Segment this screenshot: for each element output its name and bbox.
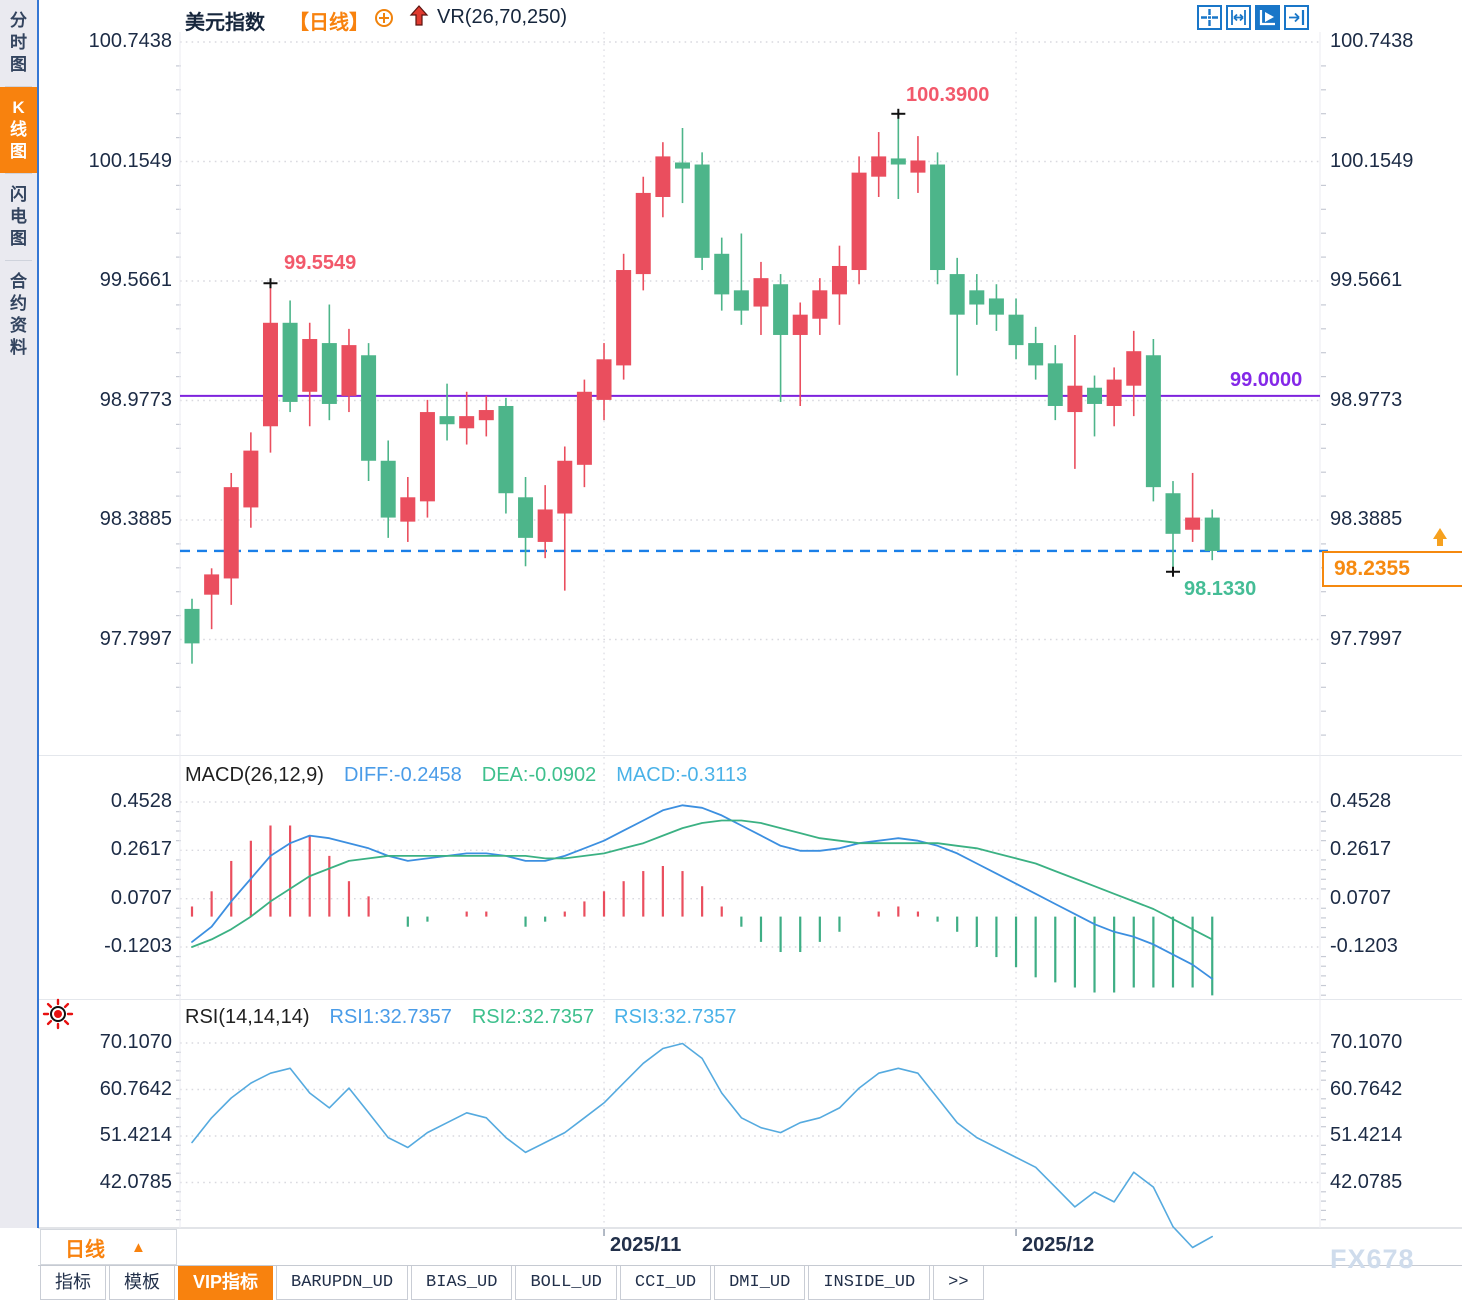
y-axis-label: 0.0707 xyxy=(110,886,172,909)
sidebar-item-4[interactable]: 合约资料 xyxy=(10,272,27,357)
y-axis-label: 0.2617 xyxy=(1330,838,1392,861)
bottom-tab-3[interactable]: VIP指标 xyxy=(178,1266,274,1300)
y-axis-label: 99.5661 xyxy=(99,269,172,291)
sun-indicator-icon[interactable] xyxy=(42,998,74,1030)
period-selector-arrow-icon: ▲ xyxy=(131,1238,146,1256)
bottom-tab-8[interactable]: DMI_UD xyxy=(714,1266,806,1300)
y-axis-label: 98.9773 xyxy=(1330,388,1403,411)
x-tick-2025-12: 2025/12 xyxy=(1022,1234,1095,1256)
peak1-annotation: 99.5549 xyxy=(284,252,357,274)
shift-right-icon[interactable] xyxy=(1284,5,1309,30)
y-axis-label: 0.2617 xyxy=(110,838,172,861)
y-axis-label: 100.1549 xyxy=(88,149,172,172)
rsi1-value: RSI1:32.7357 xyxy=(329,1006,452,1028)
rsi-header: RSI(14,14,14) RSI1:32.7357 RSI2:32.7357 … xyxy=(185,1006,737,1029)
y-axis-label: 98.3885 xyxy=(99,508,172,530)
period-selector-label: 日线 xyxy=(65,1238,105,1261)
hline-price-label: 99.0000 xyxy=(1230,369,1303,391)
watermark: FX678 xyxy=(1330,1244,1415,1274)
sidebar-divider xyxy=(5,260,32,261)
y-axis-label: 60.7642 xyxy=(99,1077,172,1100)
bottom-tab-5[interactable]: BIAS_UD xyxy=(411,1266,513,1300)
period-tag: 【日线】 xyxy=(289,12,369,34)
y-axis-label: 0.0707 xyxy=(1330,886,1392,909)
price-up-arrow-icon xyxy=(1433,528,1447,546)
period-selector-button[interactable]: 日线 ▲ xyxy=(40,1229,177,1265)
y-axis-label: -0.1203 xyxy=(1330,935,1398,957)
bottom-tab-4[interactable]: BARUPDN_UD xyxy=(276,1266,409,1300)
bottom-tab-2[interactable]: 模板 xyxy=(109,1266,175,1300)
y-axis-label: 97.7997 xyxy=(99,627,172,650)
y-axis-label: 0.4528 xyxy=(1330,790,1392,812)
rsi3-value: RSI3:32.7357 xyxy=(614,1006,737,1028)
macd-dea-value: DEA:-0.0902 xyxy=(481,764,597,786)
axis-scale-icon[interactable] xyxy=(1226,5,1251,30)
indicator-tab-bar: 指标 模板 VIP指标 BARUPDN_UD BIAS_UD BOLL_UD CCI_UD D… xyxy=(40,1266,984,1300)
rsi2-value: RSI2:32.7357 xyxy=(471,1006,595,1028)
y-axis-label: 70.1070 xyxy=(1330,1031,1403,1053)
x-tick-2025-11: 2025/11 xyxy=(610,1234,682,1256)
macd-title: MACD(26,12,9) xyxy=(185,764,324,786)
vr-indicator-label: VR(26,70,250) xyxy=(437,6,568,28)
sidebar-divider xyxy=(5,86,32,87)
y-axis-label: 98.3885 xyxy=(1330,508,1403,530)
y-axis-label: 70.1070 xyxy=(99,1031,172,1053)
y-axis-label: 99.5661 xyxy=(1330,269,1403,291)
y-axis-label: 42.0785 xyxy=(99,1170,172,1193)
macd-diff-value: DIFF:-0.2458 xyxy=(343,764,462,786)
y-axis-label: 100.7438 xyxy=(88,30,172,52)
y-axis-label: 100.1549 xyxy=(1330,149,1414,172)
bottom-tab-7[interactable]: CCI_UD xyxy=(619,1266,712,1300)
y-axis-label: 42.0785 xyxy=(1330,1170,1403,1193)
y-axis-label: 97.7997 xyxy=(1330,627,1403,650)
plus-circle-icon[interactable] xyxy=(374,8,394,28)
sidebar-item-3[interactable]: 闪电图 xyxy=(10,185,27,248)
up-arrow-icon xyxy=(409,5,429,26)
macd-macd-value: MACD:-0.3113 xyxy=(616,764,748,786)
y-axis-label: 51.4214 xyxy=(1330,1124,1403,1146)
bottom-tab-1[interactable]: 指标 xyxy=(40,1266,106,1300)
trough-annotation: 98.1330 xyxy=(1184,578,1257,600)
page-title: 美元指数 xyxy=(185,12,265,34)
peak2-annotation: 100.3900 xyxy=(906,84,990,106)
y-axis-label: 100.7438 xyxy=(1330,30,1414,52)
y-axis-label: 0.4528 xyxy=(110,790,172,812)
y-axis-label: -0.1203 xyxy=(104,935,172,957)
play-axis-icon[interactable] xyxy=(1255,5,1280,30)
y-axis-label: 51.4214 xyxy=(99,1124,172,1146)
rsi-title: RSI(14,14,14) xyxy=(185,1006,310,1028)
bottom-tab-9[interactable]: INSIDE_UD xyxy=(808,1266,931,1300)
sidebar-item-1[interactable]: 分时图 xyxy=(10,11,27,74)
chart-toolbar xyxy=(1197,5,1309,30)
bottom-tab-6[interactable]: BOLL_UD xyxy=(515,1266,617,1300)
macd-header: MACD(26,12,9) DIFF:-0.2458 DEA:-0.0902 M… xyxy=(185,764,747,787)
last-price-box: 98.2355 xyxy=(1322,551,1462,587)
crosshair-icon[interactable] xyxy=(1197,5,1222,30)
y-axis-label: 98.9773 xyxy=(99,388,172,411)
sidebar-divider xyxy=(5,173,32,174)
bottom-tab-10[interactable]: >> xyxy=(933,1266,984,1300)
y-axis-label: 60.7642 xyxy=(1330,1077,1403,1100)
